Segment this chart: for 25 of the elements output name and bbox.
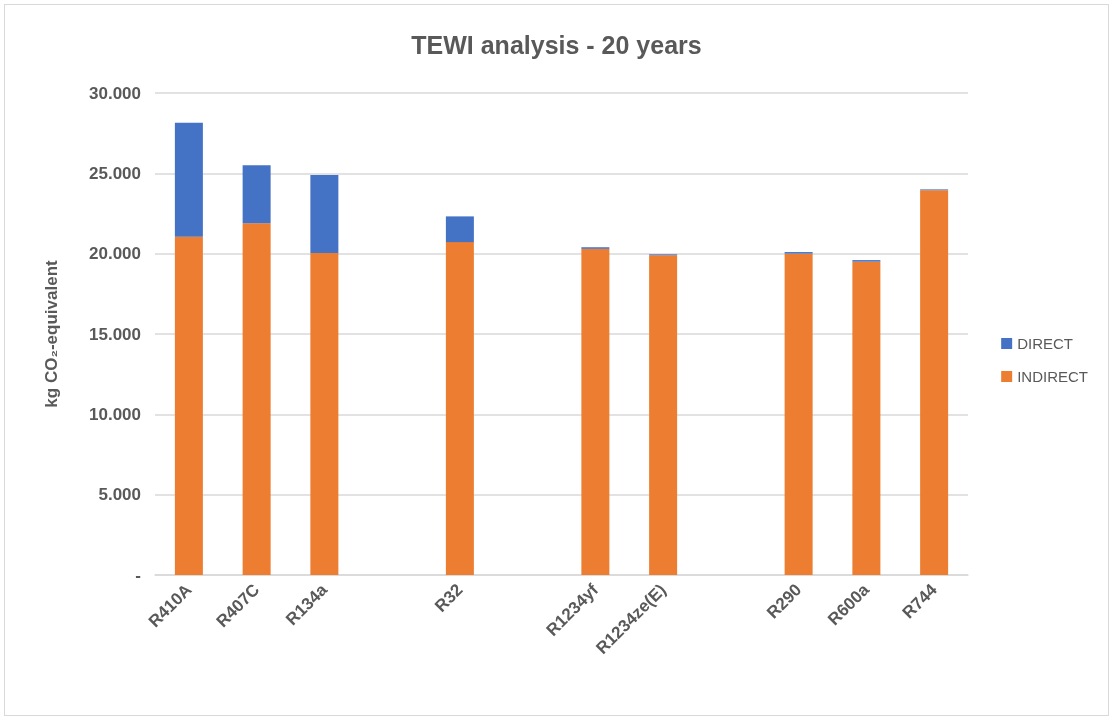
bar	[852, 261, 881, 575]
y-tick-label: 10.000	[89, 404, 141, 424]
bar	[784, 253, 813, 575]
bar	[242, 165, 271, 224]
bar	[445, 242, 474, 575]
y-tick-label: 30.000	[89, 83, 141, 103]
bar	[310, 175, 339, 254]
bar	[310, 253, 339, 575]
y-tick-label: 25.000	[89, 163, 141, 183]
legend-label: DIRECT	[1017, 335, 1074, 352]
bar	[581, 248, 610, 575]
y-tick-label: 15.000	[89, 324, 141, 344]
legend-label: INDIRECT	[1017, 368, 1089, 385]
y-tick-label: 20.000	[89, 244, 141, 264]
chart-title: TEWI analysis - 20 years	[411, 30, 702, 59]
y-tick-label: -	[135, 565, 141, 585]
y-tick-label: 5.000	[98, 485, 141, 505]
bar	[649, 255, 678, 575]
bar	[445, 216, 474, 243]
bar	[174, 122, 203, 237]
bar	[174, 236, 203, 575]
x-tick-label: R32	[431, 580, 467, 616]
bar	[920, 190, 949, 575]
bar	[242, 223, 271, 575]
y-axis-title: kg CO₂-equivalent	[42, 259, 61, 408]
